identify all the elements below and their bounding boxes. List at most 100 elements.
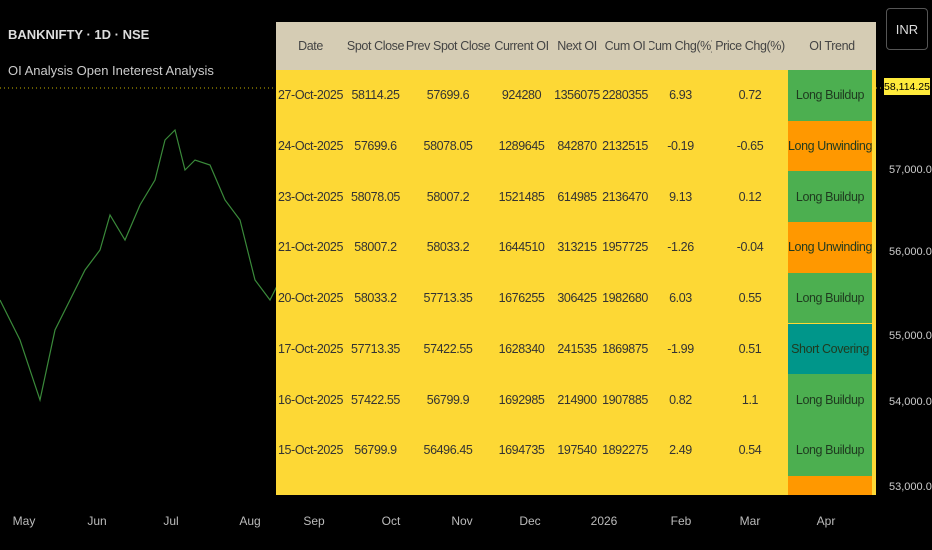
table-cell: 1892275 bbox=[602, 443, 648, 458]
table-cell: -0.19 bbox=[667, 139, 694, 154]
table-cell: 197540 bbox=[557, 443, 597, 458]
trend-cell: Long Buildup bbox=[788, 272, 872, 324]
table-cell: 15-Oct-2025 bbox=[277, 443, 344, 458]
table-cell: 0.51 bbox=[738, 341, 762, 356]
column-header: Current OI bbox=[490, 22, 553, 70]
table-cell: 57422.55 bbox=[423, 341, 473, 356]
trend-cell: Long Buildup bbox=[788, 374, 872, 425]
table-cell: 1694735 bbox=[498, 443, 545, 458]
table-cell: 2280355 bbox=[602, 88, 648, 103]
trend-cell: Short Covering bbox=[788, 323, 872, 375]
table-cell: 17-Oct-2025 bbox=[277, 341, 344, 356]
time-label: 2026 bbox=[590, 514, 618, 528]
trend-cell: Long Unwinding bbox=[788, 222, 872, 273]
table-cell: 1676255 bbox=[498, 291, 545, 306]
indicator-name: OI Analysis Open Ineterest Analysis bbox=[8, 63, 214, 78]
table-cell: 6.93 bbox=[669, 88, 692, 103]
time-label: Nov bbox=[451, 514, 473, 528]
table-cell: 1521485 bbox=[498, 189, 545, 204]
table-cell: 0.54 bbox=[738, 443, 762, 458]
table-cell: 0.82 bbox=[669, 392, 692, 407]
time-label: Sep bbox=[303, 514, 325, 528]
table-cell: 6.03 bbox=[669, 291, 692, 306]
table-cell: 2136470 bbox=[602, 189, 648, 204]
table-cell: 1644510 bbox=[498, 240, 545, 255]
table-cell: 313215 bbox=[557, 240, 597, 255]
table-cell: -0.04 bbox=[736, 240, 764, 255]
table-cell: 214900 bbox=[557, 392, 597, 407]
table-cell: 1356075 bbox=[554, 88, 600, 103]
time-label: Oct bbox=[381, 514, 401, 528]
trend-cell: Long Unwinding bbox=[788, 120, 872, 172]
table-cell: 56496.45 bbox=[423, 443, 473, 458]
time-label: Aug bbox=[239, 514, 261, 528]
currency-button[interactable]: INR bbox=[886, 8, 928, 50]
table-cell: 57713.35 bbox=[351, 341, 400, 356]
table-cell: 1692985 bbox=[498, 392, 545, 407]
table-cell: 842870 bbox=[557, 139, 597, 154]
table-cell: 58007.2 bbox=[426, 189, 470, 204]
table-cell: 1869875 bbox=[602, 341, 648, 356]
table-cell: 58078.05 bbox=[351, 189, 400, 204]
time-label: Jul bbox=[163, 514, 179, 528]
time-label: Mar bbox=[739, 514, 761, 528]
table-cell: 57699.6 bbox=[354, 139, 397, 154]
table-cell: 56799.9 bbox=[426, 392, 470, 407]
table-cell: 57713.35 bbox=[423, 291, 473, 306]
column-header: Next OI bbox=[553, 22, 601, 70]
table-cell: 241535 bbox=[557, 341, 597, 356]
table-cell: 16-Oct-2025 bbox=[277, 392, 344, 407]
trend-cell: Long Buildup bbox=[788, 70, 872, 121]
price-label: 53,000.00 bbox=[889, 481, 932, 493]
table-cell: 58114.25 bbox=[351, 88, 400, 103]
table-cell: 1628340 bbox=[498, 341, 545, 356]
table-cell: 58078.05 bbox=[423, 139, 473, 154]
time-label: Jun bbox=[87, 514, 107, 528]
time-label: Apr bbox=[816, 514, 836, 528]
table-cell: 58033.2 bbox=[426, 240, 470, 255]
table-cell: 1289645 bbox=[498, 139, 545, 154]
column-header: Cum Chg(%) bbox=[649, 22, 712, 70]
trend-cell: Long Buildup bbox=[788, 171, 872, 223]
time-label: May bbox=[12, 514, 36, 528]
column-header: Price Chg(%) bbox=[712, 22, 788, 70]
table-cell: 57699.6 bbox=[426, 88, 470, 103]
table-cell: -0.65 bbox=[736, 139, 764, 154]
table-cell: 1.1 bbox=[741, 392, 759, 407]
table-cell: 0.72 bbox=[738, 88, 762, 103]
column-header: Prev Spot Close bbox=[406, 22, 490, 70]
table-cell: 9.13 bbox=[669, 189, 692, 204]
time-label: Feb bbox=[670, 514, 692, 528]
symbol: BANKNIFTY · 1D · NSE bbox=[8, 27, 150, 42]
table-cell: 1957725 bbox=[602, 240, 648, 255]
table-cell: 24-Oct-2025 bbox=[277, 139, 344, 154]
table-cell: 57422.55 bbox=[351, 392, 400, 407]
table-cell: 58007.2 bbox=[354, 240, 397, 255]
column-header: Cum OI bbox=[601, 22, 649, 70]
table-cell: 21-Oct-2025 bbox=[277, 240, 344, 255]
table-cell: 20-Oct-2025 bbox=[277, 291, 344, 306]
table-cell: 27-Oct-2025 bbox=[277, 88, 344, 103]
price-label: 56,000.00 bbox=[889, 246, 932, 258]
price-label: 55,000.00 bbox=[889, 330, 932, 342]
last-price-label: 58,114.25 bbox=[884, 78, 930, 95]
column-header: Spot Close bbox=[345, 22, 406, 70]
oi-table: Date Spot Close Prev Spot Close Current OI N… bbox=[276, 22, 876, 495]
time-label: Dec bbox=[519, 514, 541, 528]
table-cell: 1982680 bbox=[602, 291, 648, 306]
column-header: OI Trend bbox=[788, 22, 876, 70]
table-cell: -1.99 bbox=[667, 341, 694, 356]
price-label: 57,000.00 bbox=[889, 164, 932, 176]
table-cell: 924280 bbox=[501, 88, 542, 103]
table-cell: 0.55 bbox=[738, 291, 762, 306]
column-header: Date bbox=[276, 22, 345, 70]
trend-cell: Long Buildup bbox=[788, 424, 872, 476]
table-cell: 614985 bbox=[557, 189, 597, 204]
table-cell: -1.26 bbox=[667, 240, 694, 255]
price-label: 54,000.00 bbox=[889, 396, 932, 408]
table-cell: 56799.9 bbox=[354, 443, 397, 458]
table-cell: 306425 bbox=[557, 291, 597, 306]
partial-trend-cell bbox=[788, 475, 872, 495]
table-cell: 2132515 bbox=[602, 139, 648, 154]
